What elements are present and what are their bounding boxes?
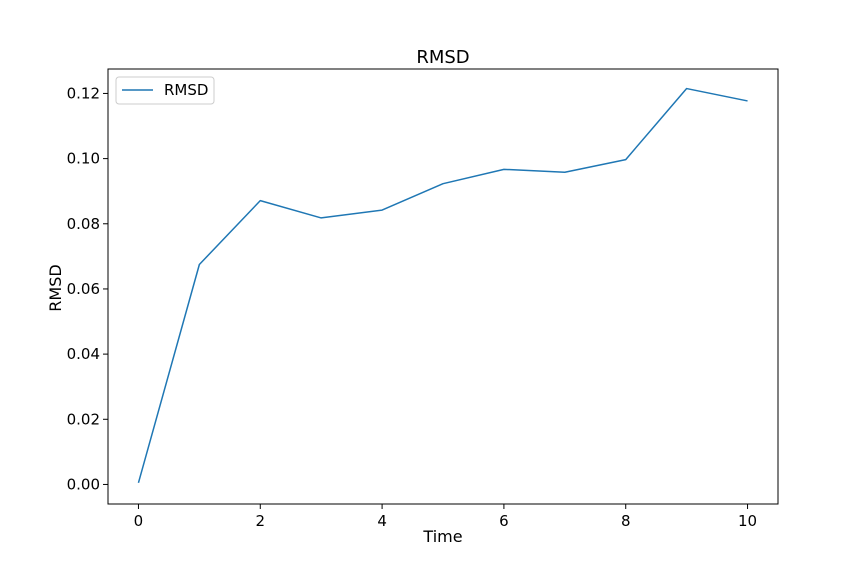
axes-frame bbox=[108, 69, 778, 504]
x-tick-label: 10 bbox=[738, 512, 757, 530]
axis-ticks: 0 2 4 6 8 10 0.00 0.02 0.04 0.06 0.08 0.10 0.12 bbox=[67, 84, 757, 530]
y-tick-label: 0.10 bbox=[67, 150, 100, 168]
series-line-rmsd bbox=[138, 89, 747, 483]
x-axis-label: Time bbox=[422, 527, 462, 546]
y-tick-label: 0.00 bbox=[67, 475, 100, 493]
y-tick-label: 0.06 bbox=[67, 280, 100, 298]
y-tick-label: 0.08 bbox=[67, 215, 100, 233]
chart-title: RMSD bbox=[416, 47, 469, 68]
y-axis-label: RMSD bbox=[46, 264, 65, 311]
x-tick-label: 6 bbox=[499, 512, 509, 530]
y-tick-label: 0.02 bbox=[67, 410, 100, 428]
legend: RMSD bbox=[116, 77, 214, 104]
y-tick-label: 0.12 bbox=[67, 84, 100, 102]
plot-area bbox=[138, 89, 747, 483]
x-tick-label: 8 bbox=[621, 512, 631, 530]
y-tick-label: 0.04 bbox=[67, 345, 100, 363]
legend-entry-rmsd: RMSD bbox=[164, 81, 208, 99]
x-tick-label: 0 bbox=[134, 512, 144, 530]
x-tick-label: 2 bbox=[255, 512, 265, 530]
x-tick-label: 4 bbox=[377, 512, 387, 530]
